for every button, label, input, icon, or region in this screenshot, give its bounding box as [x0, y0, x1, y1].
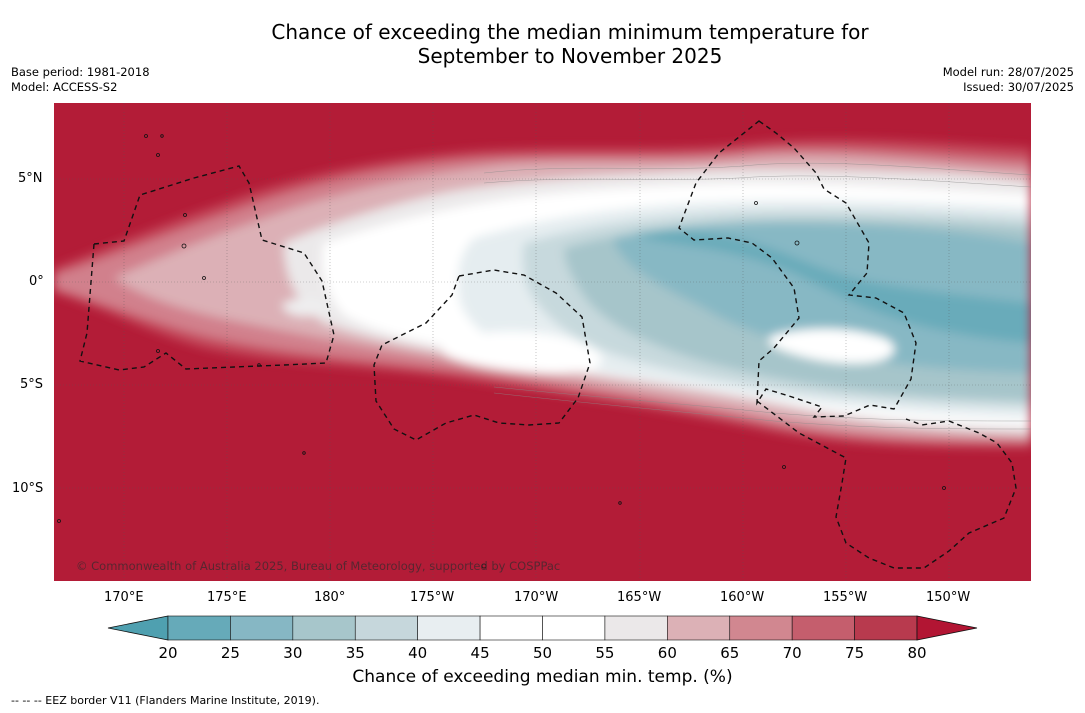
colorbar-cell: [417, 615, 481, 641]
lon-label-155w: 155°W: [823, 590, 868, 605]
colorbar-under-arrow: [107, 615, 169, 641]
lat-label-5n: 5°N: [18, 171, 43, 186]
colorbar-tick-label: 25: [221, 644, 240, 662]
colorbar-cell: [854, 615, 918, 641]
lon-label-165w: 165°W: [617, 590, 662, 605]
lon-label-170e: 170°E: [104, 590, 144, 605]
colorbar: 20 25 30 35 40 45 50 55 60 65 70 75 80: [107, 615, 978, 662]
colorbar-cell: [167, 615, 231, 641]
model-run-text: Model run: 28/07/2025: [942, 65, 1074, 79]
meta-left: Base period: 1981-2018 Model: ACCESS-S2: [11, 65, 150, 95]
probability-field: [54, 139, 1031, 448]
title-line-1: Chance of exceeding the median minimum t…: [271, 20, 869, 44]
eez-borders: [79, 120, 1017, 569]
colorbar-tick-label: 35: [346, 644, 365, 662]
colorbar-tick-label: 80: [907, 644, 926, 662]
colorbar-cell: [292, 615, 356, 641]
colorbar-cell: [230, 615, 294, 641]
colorbar-cell: [667, 615, 731, 641]
title-line-2: September to November 2025: [417, 44, 723, 68]
colorbar-tick-label: 20: [158, 644, 177, 662]
islands: [57, 134, 946, 569]
lat-label-0: 0°: [29, 274, 44, 289]
meta-right: Model run: 28/07/2025 Issued: 30/07/2025: [943, 65, 1074, 95]
colorbar-tick-label: 70: [783, 644, 802, 662]
lon-label-150w: 150°W: [926, 590, 971, 605]
lat-label-5s: 5°S: [20, 377, 44, 392]
colorbar-ticks: 20 25 30 35 40 45 50 55 60 65 70 75 80: [158, 644, 926, 662]
colorbar-cell: [604, 615, 668, 641]
colorbar-label: Chance of exceeding median min. temp. (%…: [352, 667, 733, 687]
colorbar-tick-label: 50: [533, 644, 552, 662]
colorbar-cell: [729, 615, 793, 641]
colorbar-tick-label: 30: [283, 644, 302, 662]
chart-title: Chance of exceeding the median minimum t…: [200, 20, 940, 68]
lon-label-180: 180°: [314, 590, 346, 605]
lon-label-175w: 175°W: [410, 590, 455, 605]
eez-legend-note: -- -- -- EEZ border V11 (Flanders Marine…: [11, 694, 320, 707]
colorbar-tick-label: 75: [845, 644, 864, 662]
colorbar-tick-label: 65: [720, 644, 739, 662]
colorbar-tick-label: 45: [471, 644, 490, 662]
colorbar-cell: [354, 615, 418, 641]
model-text: Model: ACCESS-S2: [11, 80, 118, 94]
colorbar-tick-label: 60: [658, 644, 677, 662]
graticule: [54, 103, 1031, 581]
lat-label-10s: 10°S: [12, 481, 44, 496]
base-period-text: Base period: 1981-2018: [11, 65, 150, 79]
lon-label-160w: 160°W: [720, 590, 765, 605]
map-copyright: © Commonwealth of Australia 2025, Bureau…: [76, 559, 560, 573]
colorbar-cell: [479, 615, 543, 641]
colorbar-tick-label: 55: [595, 644, 614, 662]
colorbar-over-arrow: [916, 615, 978, 641]
colorbar-cell: [791, 615, 855, 641]
lon-label-175e: 175°E: [207, 590, 247, 605]
lon-axis-labels: 170°E 175°E 180° 175°W 170°W 165°W 160°W…: [0, 590, 1085, 608]
colorbar-cell: [542, 615, 606, 641]
issued-text: Issued: 30/07/2025: [963, 80, 1074, 94]
forecast-map: © Commonwealth of Australia 2025, Bureau…: [54, 103, 1031, 581]
lon-label-170w: 170°W: [514, 590, 559, 605]
colorbar-cells: [167, 615, 918, 641]
colorbar-tick-label: 40: [408, 644, 427, 662]
